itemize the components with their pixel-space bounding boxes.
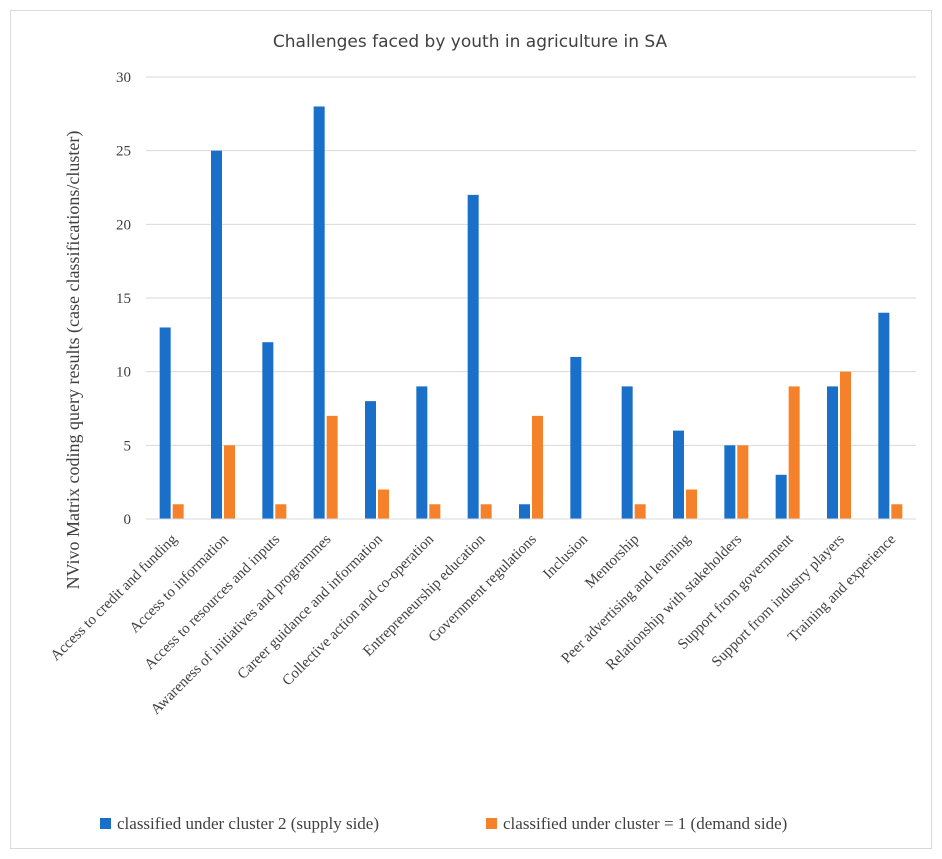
legend: classified under cluster 2 (supply side)… bbox=[100, 814, 787, 833]
bar-supply bbox=[211, 150, 222, 519]
bar-demand bbox=[429, 504, 441, 519]
bar-supply bbox=[416, 386, 428, 519]
bar-supply bbox=[313, 106, 325, 519]
bar-demand bbox=[326, 415, 338, 519]
y-tick-label: 20 bbox=[116, 217, 131, 233]
bar-supply bbox=[827, 386, 838, 519]
bar-demand bbox=[840, 371, 851, 519]
x-tick-label: Access to information bbox=[127, 531, 232, 636]
bar-demand bbox=[480, 504, 492, 519]
y-tick-label: 30 bbox=[116, 70, 131, 86]
legend-swatch bbox=[486, 818, 497, 829]
bar-supply bbox=[878, 312, 890, 519]
bar-supply bbox=[159, 327, 171, 519]
y-tick-label: 5 bbox=[124, 438, 132, 454]
bar-supply bbox=[621, 386, 633, 519]
y-axis-label: NVivo Matrix coding query results (case … bbox=[63, 131, 84, 590]
legend-label: classified under cluster 2 (supply side) bbox=[117, 814, 379, 833]
bar-supply bbox=[570, 356, 582, 519]
bar-demand bbox=[686, 489, 697, 519]
x-tick-label: Awareness of initiatives and programmes bbox=[148, 531, 335, 718]
bar-demand bbox=[891, 504, 903, 519]
chart-title: Challenges faced by youth in agriculture… bbox=[273, 32, 668, 52]
legend-swatch bbox=[100, 818, 111, 829]
bar-demand bbox=[634, 504, 646, 519]
bar-demand bbox=[532, 415, 543, 519]
bar-supply bbox=[365, 401, 376, 519]
bar-supply bbox=[724, 445, 736, 519]
bar-supply bbox=[775, 474, 787, 519]
bar-supply bbox=[519, 504, 530, 519]
bars bbox=[159, 106, 903, 519]
gridlines bbox=[146, 76, 916, 446]
bar-supply bbox=[673, 430, 684, 519]
bar-supply bbox=[262, 342, 274, 519]
y-tick-label: 10 bbox=[116, 365, 131, 381]
y-axis-ticks: 0 5 10 15 20 25 30 bbox=[116, 70, 131, 528]
bar-demand bbox=[788, 386, 800, 519]
bar-demand bbox=[275, 504, 287, 519]
bar-demand bbox=[172, 504, 184, 519]
bar-demand bbox=[737, 445, 749, 519]
legend-label: classified under cluster = 1 (demand sid… bbox=[503, 814, 787, 833]
y-tick-label: 0 bbox=[124, 512, 132, 528]
x-tick-label: Training and experience bbox=[785, 531, 899, 645]
bar-demand bbox=[224, 445, 235, 519]
x-tick-label: Inclusion bbox=[540, 531, 591, 582]
y-tick-label: 25 bbox=[116, 144, 131, 160]
bar-demand bbox=[378, 489, 389, 519]
bar-supply bbox=[467, 194, 479, 519]
x-tick-label: Government regulations bbox=[426, 531, 540, 645]
y-tick-label: 15 bbox=[116, 291, 131, 307]
